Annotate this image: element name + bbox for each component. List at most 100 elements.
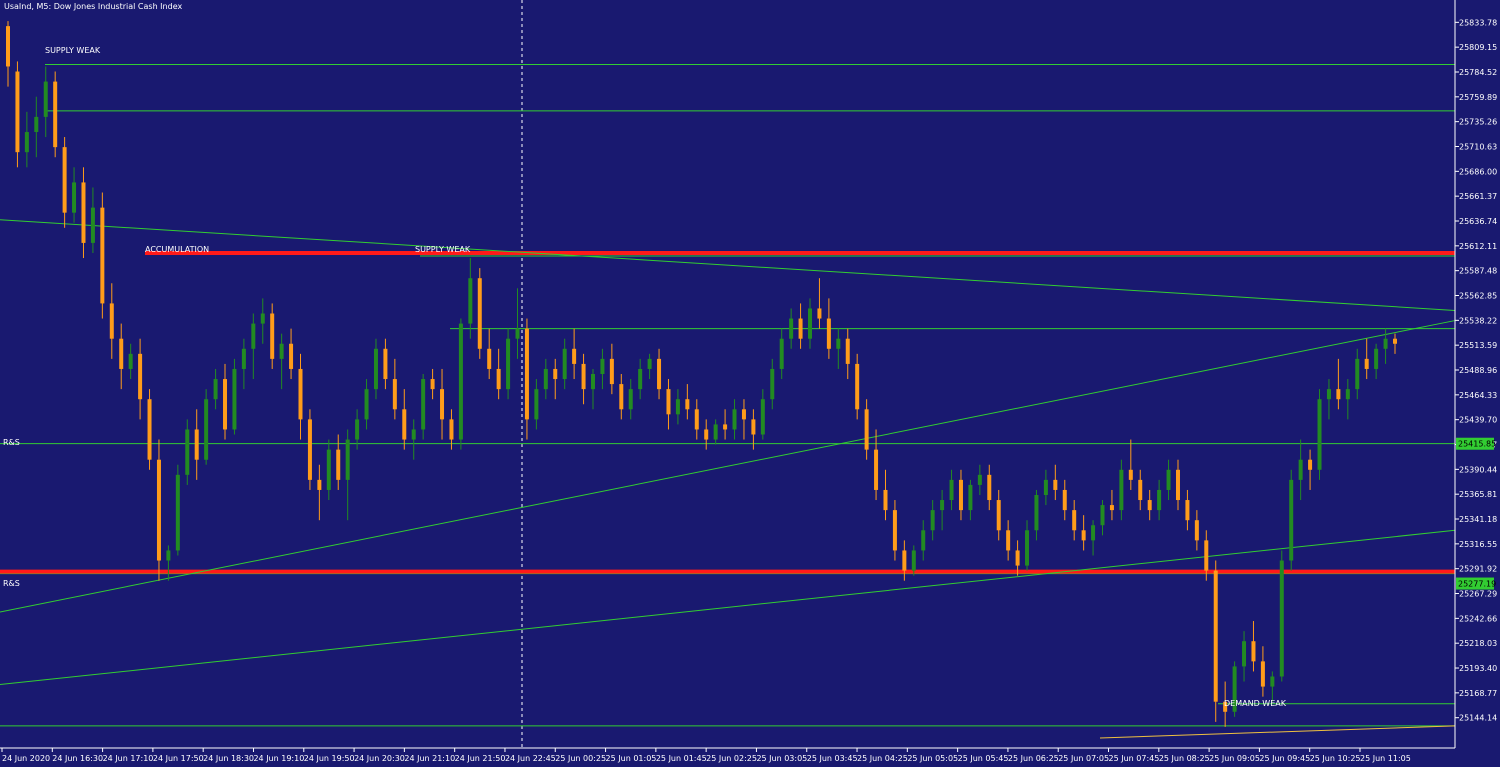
candle-body-120 xyxy=(1138,479,1143,501)
candle-body-134 xyxy=(1270,676,1275,687)
candle-body-69 xyxy=(657,358,662,390)
y-tick-label-25: 25218.03 xyxy=(1459,639,1497,648)
candle-body-24 xyxy=(232,368,237,430)
y-tick-label-6: 25686.00 xyxy=(1459,167,1497,176)
candle-body-133 xyxy=(1260,661,1265,687)
candle-body-21 xyxy=(204,399,209,460)
candle-body-60 xyxy=(572,348,577,364)
candle-body-34 xyxy=(326,449,331,490)
candle-body-107 xyxy=(1015,550,1020,566)
x-tick-label-25: 25 Jun 09:45 xyxy=(1259,754,1310,763)
candle-body-8 xyxy=(81,182,86,243)
x-tick-label-0: 24 Jun 2020 xyxy=(2,754,50,763)
candle-body-82 xyxy=(779,338,784,369)
candle-body-83 xyxy=(789,318,794,339)
candle-body-135 xyxy=(1279,560,1284,677)
y-tick-label-12: 25538.22 xyxy=(1459,316,1497,325)
candle-body-95 xyxy=(902,550,907,571)
candle-body-78 xyxy=(741,409,746,420)
y-tick-label-5: 25710.63 xyxy=(1459,142,1497,151)
x-tick-label-21: 25 Jun 07:05 xyxy=(1058,754,1109,763)
candle-body-110 xyxy=(1043,479,1048,495)
x-tick-label-8: 24 Jun 21:10 xyxy=(404,754,455,763)
labels-layer: SUPPLY WEAK ACCUMULATION SUPPLY WEAK R&S… xyxy=(3,46,1287,708)
candle-body-104 xyxy=(987,474,992,501)
candle-body-68 xyxy=(647,358,652,369)
x-tick-label-2: 24 Jun 17:10 xyxy=(103,754,154,763)
x-tick-label-15: 25 Jun 03:05 xyxy=(756,754,807,763)
y-tick-label-9: 25612.11 xyxy=(1459,242,1497,251)
candle-body-108 xyxy=(1025,530,1030,566)
y-tick-label-28: 25144.14 xyxy=(1459,714,1497,723)
candle-body-147 xyxy=(1393,338,1397,344)
candle-body-5 xyxy=(53,81,58,148)
candle-body-38 xyxy=(364,389,369,420)
candle-body-76 xyxy=(723,424,728,430)
candle-body-73 xyxy=(694,409,699,430)
candle-body-111 xyxy=(1053,479,1058,490)
candle-body-137 xyxy=(1298,459,1303,480)
candle-body-32 xyxy=(307,419,312,480)
candle-body-103 xyxy=(977,474,982,485)
x-tick-label-24: 25 Jun 09:05 xyxy=(1209,754,1260,763)
candle-body-79 xyxy=(751,419,756,435)
x-tick-label-1: 24 Jun 16:30 xyxy=(52,754,103,763)
candle-body-113 xyxy=(1072,510,1077,531)
candle-body-48 xyxy=(458,323,463,440)
x-tick-label-18: 25 Jun 05:05 xyxy=(907,754,958,763)
candle-body-100 xyxy=(949,479,954,501)
y-tick-label-4: 25735.26 xyxy=(1459,118,1497,127)
candle-body-144 xyxy=(1364,358,1369,369)
candle-body-71 xyxy=(675,399,680,415)
candle-body-129 xyxy=(1223,701,1228,712)
x-tick-label-27: 25 Jun 11:05 xyxy=(1360,754,1411,763)
trend-line-3 xyxy=(1099,725,1456,739)
y-tick-label-15: 25464.33 xyxy=(1459,391,1497,400)
x-tick-label-12: 25 Jun 01:05 xyxy=(606,754,657,763)
candle-body-15 xyxy=(147,399,152,460)
candle-body-86 xyxy=(817,308,822,319)
candle-body-33 xyxy=(317,479,322,490)
price-tag-label-1: 25277.19 xyxy=(1458,580,1496,589)
trend-line-0 xyxy=(0,219,1456,311)
candle-body-105 xyxy=(996,500,1001,531)
candle-body-26 xyxy=(251,323,256,349)
candle-body-16 xyxy=(156,459,161,561)
candle-body-11 xyxy=(109,303,114,339)
candle-body-1 xyxy=(15,71,20,153)
y-tick-label-2: 25784.52 xyxy=(1459,68,1497,77)
candle-body-97 xyxy=(921,530,926,551)
candle-body-19 xyxy=(185,429,190,475)
candle-body-54 xyxy=(515,328,520,339)
candle-body-43 xyxy=(411,429,416,440)
candle-body-72 xyxy=(685,399,690,410)
x-tick-label-6: 24 Jun 19:50 xyxy=(304,754,355,763)
candle-body-46 xyxy=(440,389,445,420)
candle-body-29 xyxy=(279,343,284,359)
candle-body-28 xyxy=(270,313,275,359)
candle-body-90 xyxy=(855,363,860,410)
candle-body-115 xyxy=(1091,525,1096,541)
candle-body-146 xyxy=(1383,338,1388,349)
candle-body-52 xyxy=(496,368,501,390)
candles-layer xyxy=(6,21,1397,727)
candle-body-81 xyxy=(770,368,775,400)
candle-body-91 xyxy=(864,409,869,450)
y-tick-label-3: 25759.89 xyxy=(1459,93,1497,102)
candle-body-80 xyxy=(760,399,765,435)
candle-body-125 xyxy=(1185,500,1190,521)
x-tick-label-14: 25 Jun 02:25 xyxy=(706,754,757,763)
candle-body-131 xyxy=(1242,641,1247,667)
candle-body-44 xyxy=(421,379,426,430)
candle-body-142 xyxy=(1345,389,1350,400)
candle-body-75 xyxy=(713,424,718,440)
candle-body-70 xyxy=(666,389,671,415)
price-tag-bg-0 xyxy=(1456,437,1494,450)
x-tick-label-22: 25 Jun 07:45 xyxy=(1109,754,1160,763)
trend-line-2 xyxy=(0,529,1456,686)
candle-body-35 xyxy=(336,449,341,480)
candle-body-145 xyxy=(1374,348,1379,369)
x-tick-label-10: 24 Jun 22:45 xyxy=(505,754,556,763)
candle-body-67 xyxy=(638,368,643,390)
